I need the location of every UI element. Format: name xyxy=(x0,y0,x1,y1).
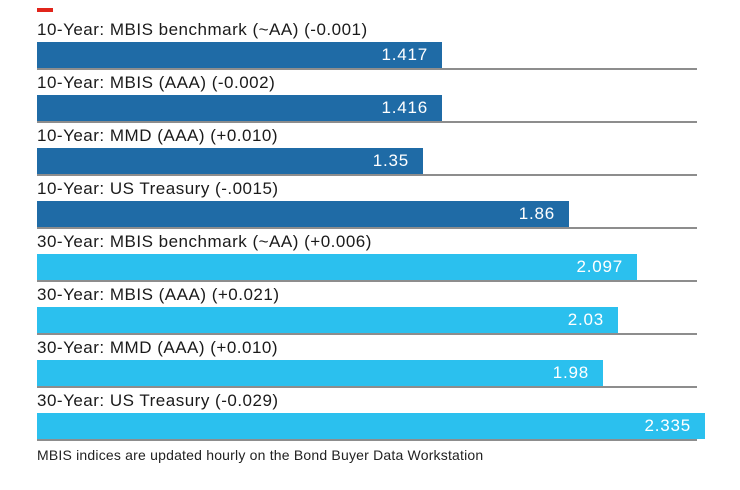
bar-value-label: 1.86 xyxy=(518,204,555,223)
bar-track: 1.35 xyxy=(37,148,697,176)
chart-row: 10-Year: MBIS benchmark (~AA) (-0.001) 1.… xyxy=(37,18,697,71)
bar: 2.335 xyxy=(37,413,705,439)
bar-label: 10-Year: US Treasury (-.0015) xyxy=(37,179,279,198)
bar-value-label: 1.98 xyxy=(552,363,589,382)
bar-value-label: 2.03 xyxy=(567,310,604,329)
bar-label: 10-Year: MBIS (AAA) (-0.002) xyxy=(37,73,276,92)
chart-row: 10-Year: MMD (AAA) (+0.010) 1.35 xyxy=(37,124,697,177)
bar-label: 30-Year: MMD (AAA) (+0.010) xyxy=(37,338,279,357)
bar-label: 30-Year: MBIS benchmark (~AA) (+0.006) xyxy=(37,232,372,251)
bar: 1.86 xyxy=(37,201,569,227)
bar-label: 10-Year: MBIS benchmark (~AA) (-0.001) xyxy=(37,20,368,39)
bar-value-label: 2.097 xyxy=(576,257,623,276)
bar: 2.097 xyxy=(37,254,637,280)
bar: 2.03 xyxy=(37,307,618,333)
bar-value-label: 1.416 xyxy=(381,98,428,117)
chart-row: 30-Year: US Treasury (-0.029) 2.335 xyxy=(37,389,705,442)
bar-track: 2.03 xyxy=(37,307,697,335)
bar: 1.416 xyxy=(37,95,442,121)
chart-row: 10-Year: MBIS (AAA) (-0.002) 1.416 xyxy=(37,71,697,124)
bar: 1.35 xyxy=(37,148,423,174)
yield-bar-chart: 10-Year: MBIS benchmark (~AA) (-0.001) 1.… xyxy=(37,18,705,442)
bar: 1.417 xyxy=(37,42,442,68)
chart-row: 30-Year: MMD (AAA) (+0.010) 1.98 xyxy=(37,336,697,389)
bar-track: 1.98 xyxy=(37,360,697,388)
chart-footnote: MBIS indices are updated hourly on the B… xyxy=(37,447,484,463)
red-accent-dash xyxy=(37,8,53,12)
chart-row: 30-Year: MBIS (AAA) (+0.021) 2.03 xyxy=(37,283,697,336)
bar-track: 1.416 xyxy=(37,95,697,123)
bar-track: 1.417 xyxy=(37,42,697,70)
bar: 1.98 xyxy=(37,360,603,386)
bar-label: 10-Year: MMD (AAA) (+0.010) xyxy=(37,126,279,145)
chart-row: 30-Year: MBIS benchmark (~AA) (+0.006) 2.… xyxy=(37,230,697,283)
bar-label: 30-Year: MBIS (AAA) (+0.021) xyxy=(37,285,280,304)
bar-value-label: 1.417 xyxy=(381,45,428,64)
bar-track: 1.86 xyxy=(37,201,697,229)
chart-row: 10-Year: US Treasury (-.0015) 1.86 xyxy=(37,177,697,230)
bar-track: 2.097 xyxy=(37,254,697,282)
bar-track: 2.335 xyxy=(37,413,705,441)
bar-value-label: 2.335 xyxy=(644,416,691,435)
bar-value-label: 1.35 xyxy=(372,151,409,170)
bar-label: 30-Year: US Treasury (-0.029) xyxy=(37,391,279,410)
